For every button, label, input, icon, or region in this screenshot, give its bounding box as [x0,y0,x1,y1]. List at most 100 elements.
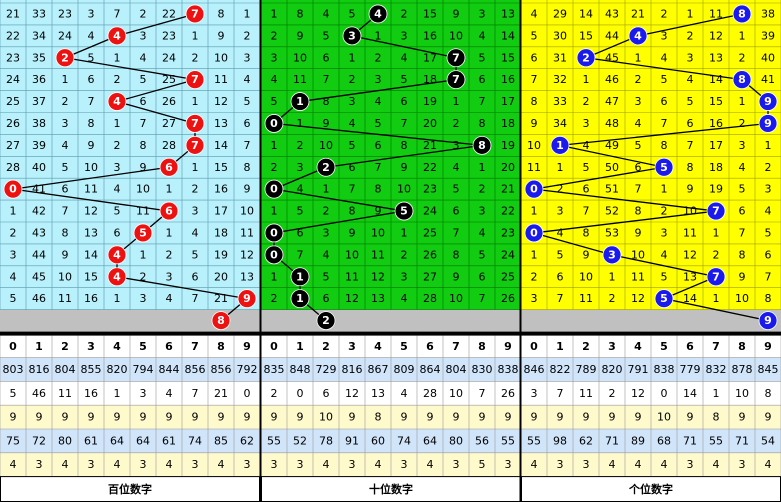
cell-number: 1 [323,183,330,196]
stat-number: 1 [713,387,720,400]
cell-number: 10 [735,292,749,305]
ball [628,26,648,46]
cell-number: 28 [423,292,437,305]
cell-number: 1 [140,248,147,261]
cell-number: 1 [349,51,356,64]
stat-number: 729 [316,363,337,376]
ball [368,4,388,24]
cell-number: 1 [62,73,69,86]
cell-number: 24 [501,248,515,261]
ball [758,92,778,111]
cell-number: 10 [371,226,385,239]
stat-number: 9 [453,411,460,424]
stat-number: 91 [345,434,359,447]
cell-number: 37 [32,95,46,108]
cell-number: 11 [631,270,645,283]
stat-number: 844 [159,363,180,376]
cell-number: 6 [62,183,69,196]
cell-number: 39 [32,139,46,152]
cell-number: 2 [531,270,538,283]
stat-number: 856 [211,363,232,376]
cell-number: 2 [739,117,746,130]
cell-number: 9 [349,226,356,239]
cell-number: 2 [453,117,460,130]
ball [237,289,257,309]
cell-number: 1 [271,205,278,218]
cell-number: 4 [635,117,642,130]
cell-number: 3 [140,292,147,305]
header-digit: 9 [764,340,772,353]
cell-number: 10 [449,292,463,305]
stat-number: 4 [401,387,408,400]
header-digit: 6 [686,340,694,353]
stat-number: 28 [423,387,437,400]
cell-number: 9 [375,205,382,218]
header-digit: 5 [660,340,668,353]
cell-number: 23 [501,226,515,239]
cell-number: 2 [401,248,408,261]
cell-number: 4 [583,139,590,152]
stat-number: 867 [368,363,389,376]
cell-number: 8 [140,139,147,152]
cell-number: 18 [501,117,515,130]
ball-number: 8 [738,73,746,86]
cell-number: 6 [323,292,330,305]
cell-number: 8 [687,161,694,174]
footer-label: 十位数字 [369,482,413,496]
stat-number: 85 [214,434,228,447]
ball-number: 2 [582,51,590,64]
cell-number: 15 [84,270,98,283]
cell-number: 7 [635,183,642,196]
cell-number: 7 [349,183,356,196]
cell-number: 6 [557,270,564,283]
cell-number: 45 [32,270,46,283]
cell-number: 2 [661,205,668,218]
cell-number: 1 [531,248,538,261]
cell-number: 7 [557,292,564,305]
forecast-row [0,309,260,332]
cell-number: 26 [6,117,20,130]
cell-number: 7 [401,117,408,130]
cell-number: 4 [401,51,408,64]
stat-number: 3 [271,458,278,471]
ball-number: 5 [400,205,408,218]
cell-number: 43 [605,7,619,20]
stat-number: 9 [62,411,69,424]
ball-number: 7 [452,51,460,64]
cell-number: 3 [349,95,356,108]
cell-number: 1 [661,183,668,196]
cell-number: 3 [687,51,694,64]
ball [264,223,284,243]
cell-number: 3 [114,161,121,174]
ball-number: 4 [634,29,642,42]
cell-number: 7 [114,7,121,20]
cell-number: 12 [240,248,254,261]
cell-number: 10 [527,139,541,152]
cell-number: 13 [501,7,515,20]
stat-number: 8 [713,411,720,424]
header-digit: 9 [504,340,512,353]
cell-number: 2 [114,139,121,152]
cell-number: 5 [10,292,17,305]
cell-number: 26 [162,95,176,108]
stat-number: 14 [683,387,697,400]
cell-number: 24 [423,205,437,218]
ball-number: 9 [764,95,772,108]
stat-number: 60 [371,434,385,447]
cell-number: 2 [114,73,121,86]
cell-number: 45 [605,51,619,64]
cell-number: 27 [162,117,176,130]
cell-number: 25 [6,95,20,108]
stat-number: 89 [631,434,645,447]
cell-number: 6 [531,51,538,64]
cell-number: 1 [557,161,564,174]
cell-number: 46 [605,73,619,86]
header-digit: 7 [712,340,720,353]
stat-number: 878 [732,363,753,376]
cell-number: 39 [761,29,775,42]
cell-number: 5 [557,248,564,261]
cell-number: 24 [6,73,20,86]
ball-number: 0 [270,117,278,130]
cell-number: 5 [583,161,590,174]
cell-number: 2 [349,73,356,86]
